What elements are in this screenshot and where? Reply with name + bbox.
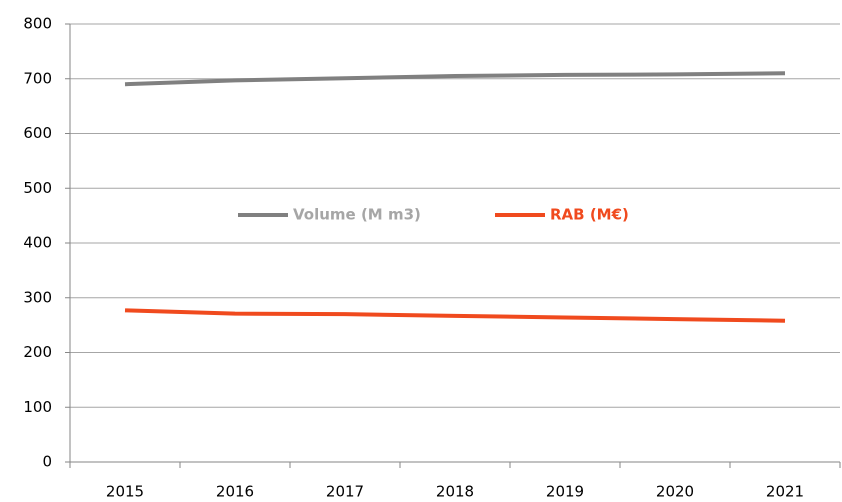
y-tick-label: 800: [23, 15, 52, 33]
y-tick-label: 300: [23, 288, 52, 306]
y-tick-label: 0: [42, 453, 52, 471]
x-tick-label: 2021: [766, 483, 804, 501]
y-tick-label: 200: [23, 343, 52, 361]
y-tick-label: 100: [23, 398, 52, 416]
y-tick-label: 600: [23, 124, 52, 142]
legend-label: Volume (M m3): [293, 206, 421, 224]
x-tick-label: 2020: [656, 483, 694, 501]
x-tick-label: 2017: [326, 483, 364, 501]
x-tick-label: 2018: [436, 483, 474, 501]
legend-label: RAB (M€): [550, 206, 629, 224]
y-tick-label: 400: [23, 234, 52, 252]
y-tick-label: 500: [23, 179, 52, 197]
x-tick-label: 2015: [106, 483, 144, 501]
x-tick-label: 2019: [546, 483, 584, 501]
series-line: [124, 71, 786, 87]
x-tick-label: 2016: [216, 483, 254, 501]
series-line: [124, 308, 786, 323]
y-tick-label: 700: [23, 69, 52, 87]
